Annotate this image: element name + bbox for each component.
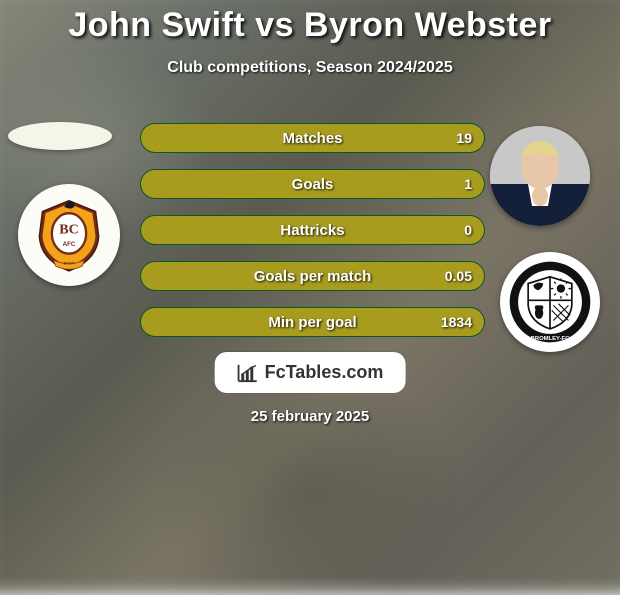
player-headshot-icon bbox=[490, 126, 590, 226]
club-left-crest-icon: BC AFC BANT bbox=[30, 196, 108, 274]
page-title: John Swift vs Byron Webster bbox=[0, 0, 620, 45]
brand-box[interactable]: FcTables.com bbox=[215, 352, 406, 393]
stat-row: Goals1 bbox=[140, 169, 485, 199]
stat-value-right: 1 bbox=[464, 170, 472, 198]
club-right-crest-icon: · BROMLEY-FC · bbox=[508, 260, 592, 344]
svg-text:AFC: AFC bbox=[63, 241, 76, 248]
svg-text:BC: BC bbox=[59, 221, 78, 237]
date-line: 25 february 2025 bbox=[0, 408, 620, 425]
stats-area: Matches19 Goals1 Hattricks0 Goals per match… bbox=[140, 123, 485, 353]
stat-row: Goals per match0.05 bbox=[140, 261, 485, 291]
club-left-crest: BC AFC BANT bbox=[18, 184, 120, 286]
brand-text: FcTables.com bbox=[265, 362, 384, 383]
bar-chart-icon bbox=[237, 363, 259, 383]
stat-value-right: 0 bbox=[464, 216, 472, 244]
stat-value-right: 19 bbox=[456, 124, 472, 152]
stat-row: Hattricks0 bbox=[140, 215, 485, 245]
player-right-photo bbox=[490, 126, 590, 226]
stat-row: Matches19 bbox=[140, 123, 485, 153]
content-root: John Swift vs Byron Webster Club competi… bbox=[0, 0, 620, 580]
stat-value-right: 0.05 bbox=[445, 262, 472, 290]
stat-label: Goals bbox=[141, 170, 484, 198]
stat-label: Matches bbox=[141, 124, 484, 152]
stat-row: Min per goal1834 bbox=[140, 307, 485, 337]
stat-label: Goals per match bbox=[141, 262, 484, 290]
stat-label: Hattricks bbox=[141, 216, 484, 244]
stat-label: Min per goal bbox=[141, 308, 484, 336]
stat-value-right: 1834 bbox=[441, 308, 472, 336]
svg-text:· BROMLEY-FC ·: · BROMLEY-FC · bbox=[527, 336, 573, 342]
page-subtitle: Club competitions, Season 2024/2025 bbox=[0, 59, 620, 77]
club-right-crest: · BROMLEY-FC · bbox=[500, 252, 600, 352]
player-left-placeholder bbox=[8, 122, 112, 150]
svg-text:BANT: BANT bbox=[64, 261, 75, 266]
